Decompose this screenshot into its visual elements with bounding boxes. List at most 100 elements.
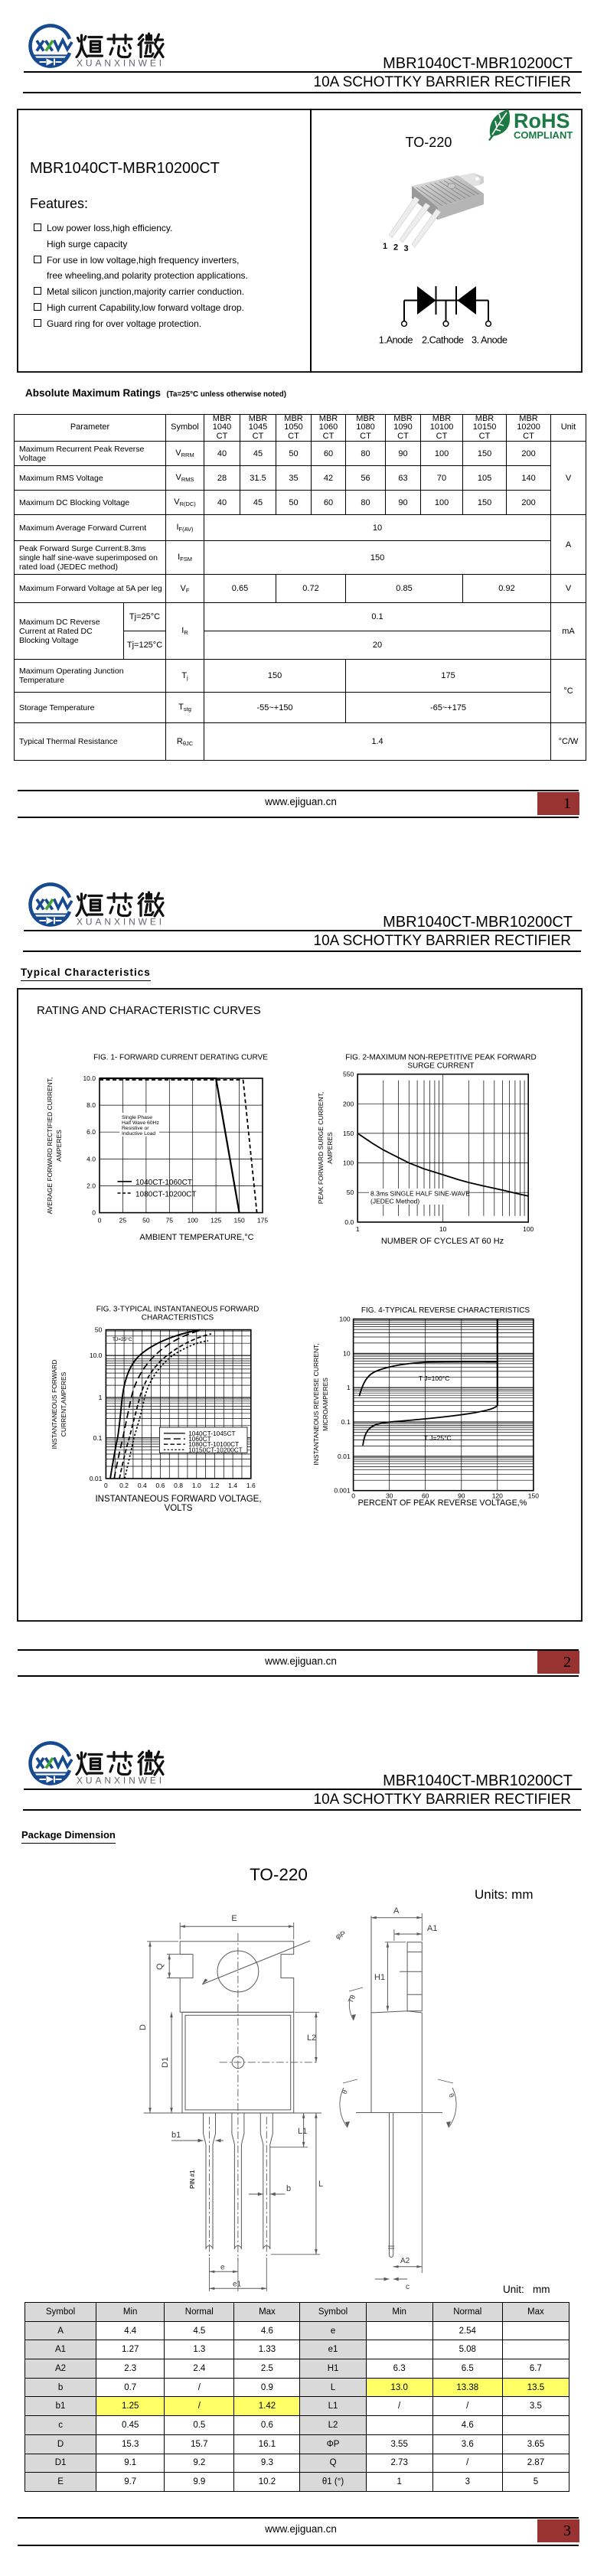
svg-text:150: 150 (343, 1130, 354, 1137)
svg-text:50: 50 (142, 1217, 150, 1224)
svg-text:10.0: 10.0 (90, 1352, 103, 1359)
svg-text:175: 175 (257, 1217, 268, 1224)
svg-text:0.1: 0.1 (93, 1434, 103, 1442)
svg-text:0.01: 0.01 (90, 1475, 103, 1482)
svg-text:1: 1 (356, 1225, 360, 1233)
svg-text:A2: A2 (400, 2257, 410, 2265)
svg-text:INSTANTANEOUS FORWARD: INSTANTANEOUS FORWARD (51, 1360, 58, 1449)
svg-text:Inductive Load: Inductive Load (122, 1131, 155, 1136)
svg-text:VOLTS: VOLTS (165, 1504, 193, 1513)
svg-text:e: e (220, 2264, 225, 2272)
svg-text:1: 1 (99, 1394, 103, 1401)
svg-text:Single Phase: Single Phase (122, 1115, 152, 1120)
svg-text:1: 1 (347, 1384, 351, 1391)
svg-text:T J=100°C: T J=100°C (419, 1374, 449, 1382)
svg-text:75: 75 (166, 1217, 174, 1224)
svg-text:θ: θ (447, 2092, 455, 2099)
svg-text:L2: L2 (307, 2033, 316, 2043)
svg-text:Half Wave 60Hz: Half Wave 60Hz (122, 1120, 159, 1126)
svg-text:6.0: 6.0 (86, 1128, 96, 1136)
svg-text:E: E (231, 1914, 237, 1923)
svg-text:550: 550 (343, 1071, 354, 1078)
svg-text:0.1: 0.1 (341, 1418, 351, 1426)
svg-text:PIN #1: PIN #1 (189, 2170, 196, 2189)
svg-text:φP: φP (335, 1930, 348, 1942)
svg-text:AMPERES: AMPERES (55, 1130, 63, 1162)
svg-text:XUANXINWEI: XUANXINWEI (77, 58, 165, 69)
svg-text:RoHS: RoHS (514, 109, 570, 132)
svg-text:1060CT: 1060CT (188, 1435, 211, 1443)
svg-text:b1: b1 (171, 2131, 181, 2140)
svg-text:10150CT-10200CT: 10150CT-10200CT (188, 1446, 243, 1453)
svg-text:0: 0 (104, 1482, 108, 1489)
svg-text:PEAK FORWARD SURGE CURRENT,: PEAK FORWARD SURGE CURRENT, (317, 1092, 325, 1204)
svg-text:PERCENT OF PEAK REVERSE VOLTAG: PERCENT OF PEAK REVERSE VOLTAGE,% (358, 1498, 527, 1508)
svg-text:SURGE CURRENT: SURGE CURRENT (407, 1062, 474, 1071)
svg-text:H1: H1 (374, 1973, 385, 1982)
svg-text:1040CT-1060CT: 1040CT-1060CT (135, 1179, 192, 1187)
svg-text:A: A (393, 1906, 400, 1916)
svg-text:(JEDEC Method): (JEDEC Method) (370, 1197, 419, 1205)
svg-text:0: 0 (98, 1217, 102, 1224)
svg-text:TJ=25°C: TJ=25°C (113, 1336, 132, 1342)
svg-text:D: D (139, 2024, 148, 2030)
svg-text:150: 150 (528, 1492, 539, 1500)
svg-text:25: 25 (119, 1217, 127, 1224)
svg-text:50: 50 (347, 1189, 354, 1196)
svg-text:120: 120 (492, 1492, 503, 1500)
svg-text:INSTANTANEOUS REVERSE CURRENT,: INSTANTANEOUS REVERSE CURRENT, (312, 1343, 320, 1465)
svg-text:0.6: 0.6 (155, 1482, 165, 1489)
svg-text:3. Anode: 3. Anode (472, 334, 507, 346)
svg-text:125: 125 (210, 1217, 221, 1224)
svg-text:3: 3 (404, 244, 409, 253)
svg-text:10: 10 (343, 1349, 351, 1357)
svg-text:2: 2 (393, 243, 398, 253)
svg-text:L1: L1 (298, 2127, 307, 2136)
svg-text:CHARACTERISTICS: CHARACTERISTICS (142, 1314, 214, 1322)
svg-text:FIG. 1- FORWARD CURRENT DERATI: FIG. 1- FORWARD CURRENT DERATING CURVE (93, 1054, 268, 1062)
svg-text:1: 1 (383, 242, 387, 251)
svg-text:T J=25°C: T J=25°C (424, 1434, 452, 1442)
svg-text:1.4: 1.4 (228, 1482, 237, 1489)
svg-text:1.6: 1.6 (246, 1482, 256, 1489)
svg-text:c: c (406, 2283, 410, 2291)
svg-text:Resistive or: Resistive or (122, 1126, 149, 1131)
svg-text:0.8: 0.8 (174, 1482, 183, 1489)
svg-text:CURRENT,AMPERES: CURRENT,AMPERES (60, 1371, 67, 1436)
svg-text:0.0: 0.0 (344, 1218, 354, 1226)
svg-text:0.001: 0.001 (334, 1487, 351, 1495)
svg-text:L: L (318, 2180, 323, 2189)
svg-text:50: 50 (95, 1326, 103, 1334)
svg-text:1040CT-1045CT: 1040CT-1045CT (188, 1430, 235, 1437)
svg-text:0: 0 (92, 1209, 96, 1217)
svg-text:1080CT-10100CT: 1080CT-10100CT (188, 1440, 239, 1448)
svg-text:90: 90 (458, 1492, 465, 1500)
svg-text:1.0: 1.0 (192, 1482, 201, 1489)
svg-text:COMPLIANT: COMPLIANT (514, 129, 573, 141)
svg-text:200: 200 (343, 1100, 354, 1107)
svg-text:D1: D1 (161, 2057, 170, 2068)
svg-text:10.0: 10.0 (83, 1074, 96, 1082)
svg-text:XUANXINWEI: XUANXINWEI (77, 1775, 165, 1786)
svg-text:1.2: 1.2 (210, 1482, 220, 1489)
svg-text:NUMBER OF CYCLES AT 60 Hz: NUMBER OF CYCLES AT 60 Hz (381, 1237, 504, 1246)
svg-text:10: 10 (439, 1225, 447, 1233)
svg-text:100: 100 (188, 1217, 198, 1224)
svg-text:b: b (286, 2184, 291, 2193)
svg-text:8.3ms SINGLE HALF SINE-WAVE: 8.3ms SINGLE HALF SINE-WAVE (370, 1189, 470, 1197)
svg-text:AMBIENT TEMPERATURE,°C: AMBIENT TEMPERATURE,°C (139, 1233, 253, 1242)
svg-text:Tθ: Tθ (347, 1994, 357, 2004)
svg-text:30: 30 (386, 1492, 393, 1500)
svg-text:FIG. 4-TYPICAL REVERSE CHARACT: FIG. 4-TYPICAL REVERSE CHARACTERISTICS (361, 1306, 530, 1315)
svg-text:A1: A1 (427, 1924, 437, 1933)
svg-text:0.01: 0.01 (338, 1453, 351, 1460)
svg-text:60: 60 (422, 1492, 429, 1500)
svg-text:XUANXINWEI: XUANXINWEI (77, 917, 165, 928)
svg-text:θ: θ (341, 2089, 349, 2095)
svg-text:1.Anode: 1.Anode (379, 334, 413, 346)
svg-text:100: 100 (339, 1316, 350, 1323)
svg-text:FIG. 2-MAXIMUM NON-REPETITIVE: FIG. 2-MAXIMUM NON-REPETITIVE PEAK FORWA… (345, 1054, 536, 1062)
svg-text:8.0: 8.0 (86, 1101, 96, 1109)
svg-text:0.4: 0.4 (138, 1482, 147, 1489)
svg-text:2.0: 2.0 (86, 1182, 96, 1189)
